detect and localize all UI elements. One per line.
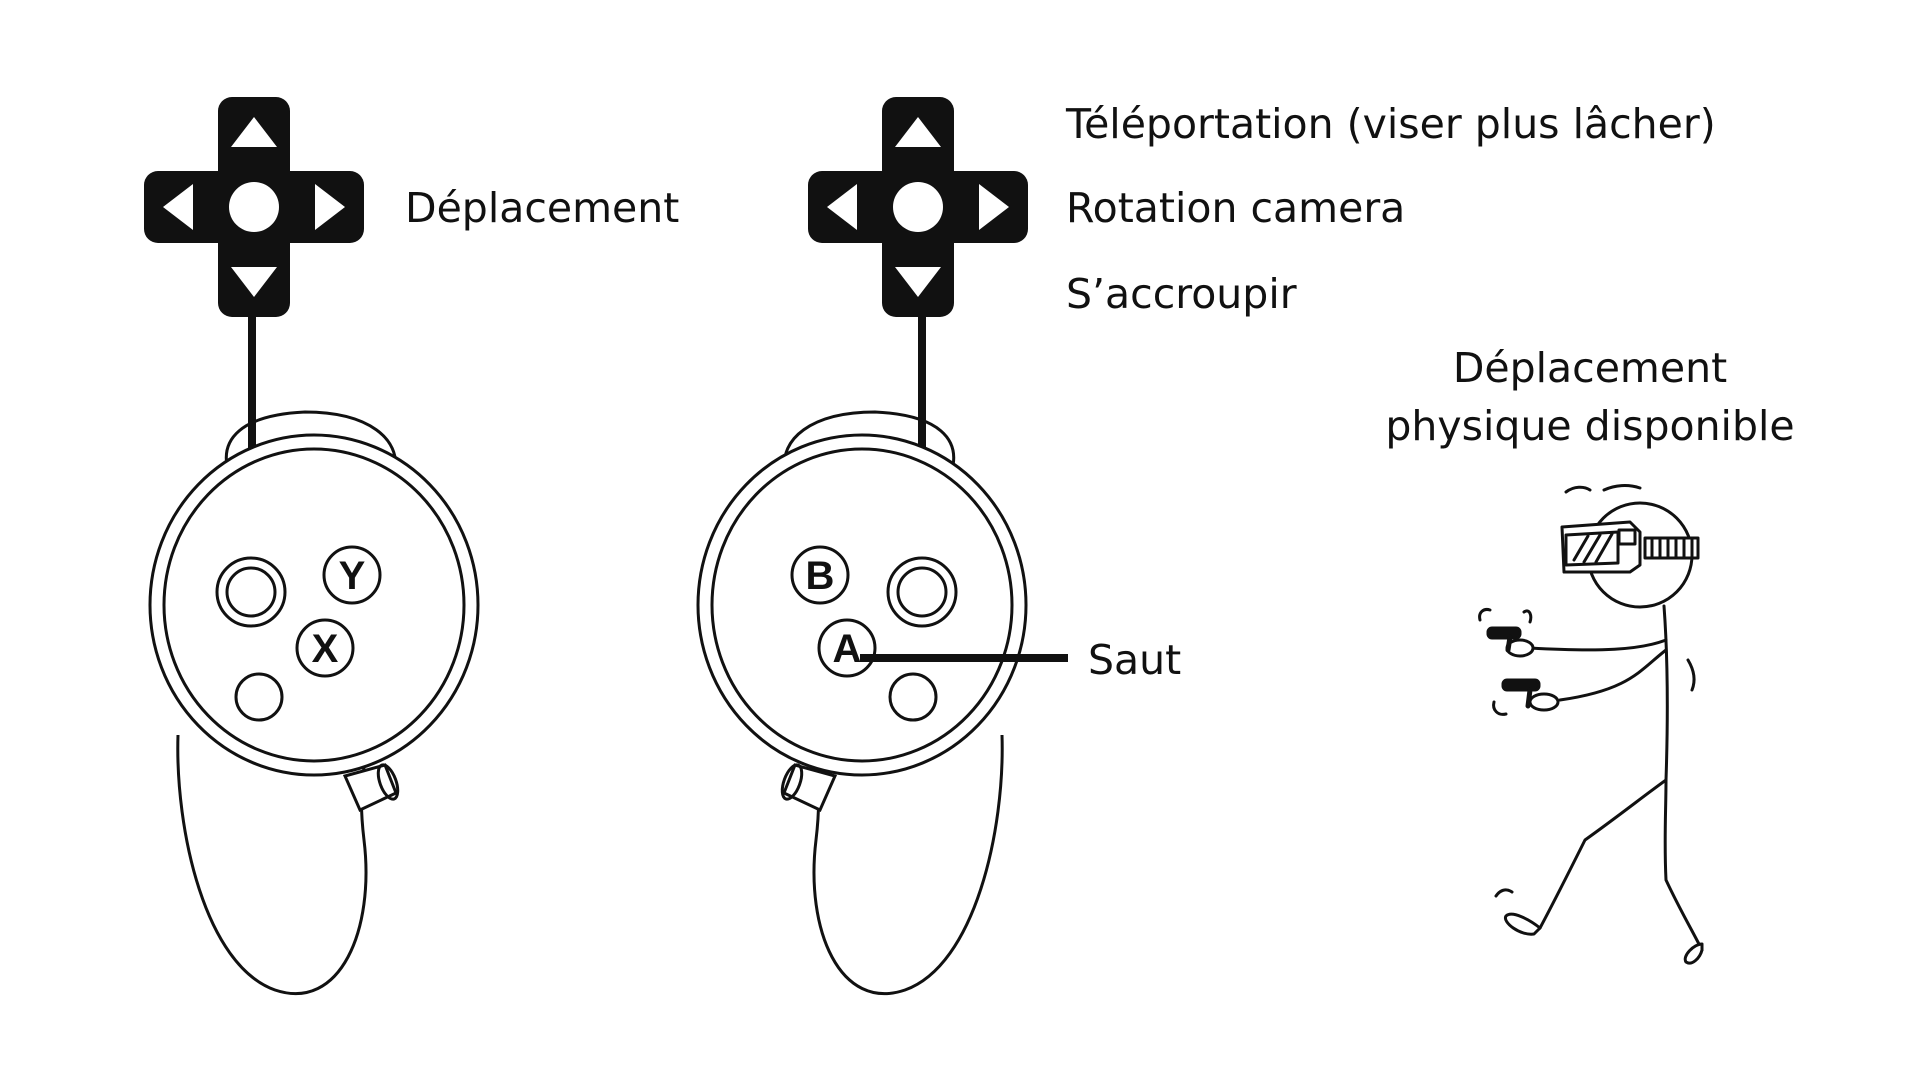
button-b-label: B xyxy=(806,554,835,598)
right-thumbstick-up-label: Téléportation (viser plus lâcher) xyxy=(1066,100,1716,148)
right-dpad-icon xyxy=(808,97,1028,317)
button-x-label: X xyxy=(312,627,339,671)
vr-walker-figure xyxy=(1478,484,1704,965)
right-thumbstick-down-label: S’accroupir xyxy=(1066,270,1297,318)
right-thumbstick-sides-label: Rotation camera xyxy=(1066,184,1406,232)
a-button-action-label: Saut xyxy=(1088,636,1182,684)
left-thumbstick-label: Déplacement xyxy=(405,184,680,232)
button-a-label: A xyxy=(833,627,862,671)
left-dpad-icon xyxy=(144,97,364,317)
left-controller-icon xyxy=(148,410,480,996)
physical-movement-title-line2: physique disponible xyxy=(1385,402,1795,450)
physical-movement-title-line1: Déplacement xyxy=(1452,344,1728,392)
button-y-label: Y xyxy=(339,554,366,598)
right-controller-icon xyxy=(696,410,1028,996)
